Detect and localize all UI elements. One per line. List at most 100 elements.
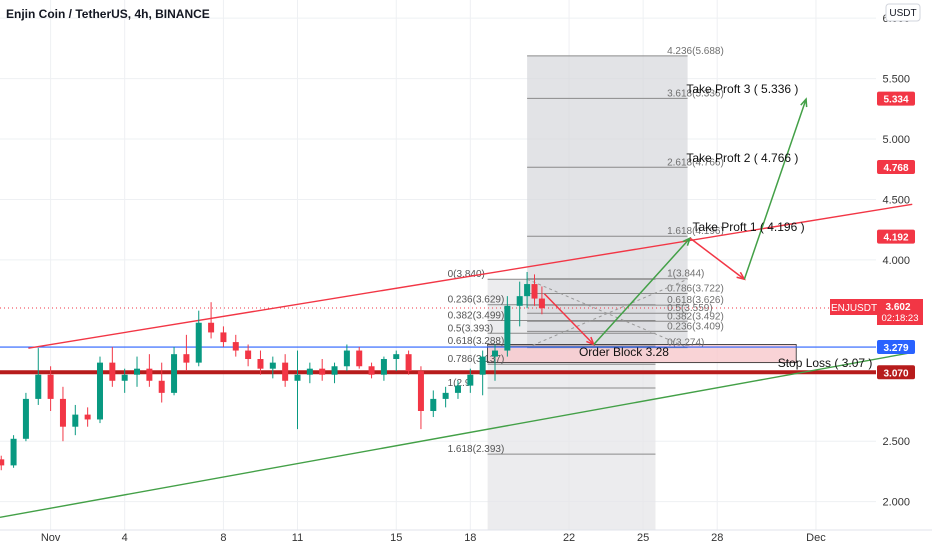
candle-body: [59, 398, 66, 427]
projection-segment[interactable]: [743, 98, 807, 280]
fib-upper-label: 2.618(4.766): [667, 157, 724, 168]
candle-body: [368, 366, 375, 375]
price-badge-label: 3.070: [883, 368, 908, 379]
price-badge: [877, 340, 915, 355]
candle-body: [257, 359, 264, 369]
candle-body: [183, 354, 190, 363]
candle-body: [232, 342, 239, 351]
fib-diagonal: [526, 278, 688, 349]
candle-body: [282, 362, 289, 381]
chart-annotation[interactable]: Take Proft 2 ( 4.766 ): [686, 151, 798, 165]
price-badge-label: 5.334: [883, 95, 908, 106]
order-block: [487, 344, 797, 364]
fib-lower-label: 1.618(2.393): [448, 444, 505, 455]
candle-body: [72, 414, 79, 427]
bar-countdown: 02:18:23: [882, 313, 919, 324]
chart-annotation[interactable]: Take Proft 3 ( 5.336 ): [686, 82, 798, 96]
x-tick-label: 18: [464, 532, 476, 544]
fib-lower-label: 0.236(3.629): [448, 295, 505, 306]
x-tick-label: 8: [220, 532, 226, 544]
trend-line[interactable]: [0, 352, 910, 519]
fib-upper-label: 0.382(3.492): [667, 311, 724, 322]
trend-lines: [0, 203, 913, 519]
fib-retracements: 4.236(5.688) 3.618(5.336) 2.618(4.766) 1.61…: [448, 46, 724, 455]
fib-diagonal: [526, 278, 688, 349]
y-tick-label: 4.500: [882, 194, 910, 206]
candle-body: [380, 359, 387, 375]
y-tick-label: 5.500: [882, 74, 910, 86]
candle-body: [10, 438, 17, 466]
candle-body: [195, 322, 202, 363]
price-badge-label: 4.768: [883, 163, 908, 174]
candle-body: [35, 374, 42, 399]
x-tick-label: Nov: [41, 532, 61, 544]
candle-body: [84, 414, 91, 420]
candle-body: [306, 368, 313, 375]
fib-zone-upper: [527, 55, 688, 348]
currency-button[interactable]: USDT: [885, 3, 921, 22]
x-tick-label: 4: [122, 532, 128, 544]
candle-body: [531, 284, 538, 299]
fib-lower-label: 0.786(3.137): [448, 354, 505, 365]
candle-body: [538, 298, 545, 309]
projection-arrowhead: [800, 97, 808, 108]
fib-lower-label: 1(2.9: [448, 378, 471, 389]
projection-segment[interactable]: [543, 293, 595, 346]
fib-lower-label: 0.382(3.499): [448, 310, 505, 321]
candle-body: [467, 374, 474, 386]
candle-body: [417, 371, 424, 411]
fib-upper-label: 1.618(4.196): [667, 226, 724, 237]
price-badge: [877, 365, 915, 380]
chart-annotation[interactable]: Stop Loss ( 3.07 ): [778, 356, 873, 370]
price-badge-label: 4.192: [883, 233, 908, 244]
candle-body: [516, 296, 523, 306]
candle-body: [294, 374, 301, 381]
candle-body: [356, 350, 363, 367]
x-tick-label: 28: [711, 532, 723, 544]
candlesticks: [0, 271, 545, 471]
order-block-zone: [487, 344, 797, 364]
fib-upper-label: 0.236(3.409): [667, 321, 724, 332]
candle-body: [208, 322, 215, 333]
candle-body: [0, 459, 5, 466]
y-tick-label: 4.000: [882, 255, 910, 267]
candle-body: [442, 392, 449, 399]
candle-body: [22, 398, 29, 439]
candle-body: [220, 332, 227, 343]
axes: Nov48111518222528Dec6.0005.5005.0004.500…: [0, 13, 932, 550]
fib-upper-label: 0.618(3.626): [667, 295, 724, 306]
x-tick-label: Dec: [806, 532, 826, 544]
chart-annotation[interactable]: Take Proft 1 ( 4.196 ): [693, 220, 805, 234]
candle-body: [454, 385, 461, 393]
fib-upper-label: 4.236(5.688): [667, 46, 724, 57]
symbol-badge-label: ENJUSDT: [831, 303, 877, 314]
fib-upper-label: 0.5(3.559): [667, 303, 713, 314]
projection-segment[interactable]: [593, 237, 691, 346]
price-badges: 5.334 4.768 4.192 3.279 3.070 ENJUSDT 3.60202:…: [830, 91, 923, 380]
symbol-badge: [830, 299, 878, 315]
x-tick-label: 25: [637, 532, 649, 544]
x-tick-label: 11: [292, 532, 303, 544]
chart-annotation[interactable]: Order Block 3.28: [579, 345, 669, 359]
price-badge: [877, 229, 915, 244]
candle-body: [109, 362, 116, 381]
projection-segment[interactable]: [689, 237, 745, 280]
candle-body: [171, 354, 178, 393]
y-tick-label: 5.000: [882, 134, 910, 146]
candle-body: [479, 356, 486, 375]
candle-body: [524, 284, 531, 297]
candle-body: [121, 374, 128, 381]
fib-lower-label: 0.5(3.393): [448, 323, 494, 334]
price-badge: [877, 91, 915, 106]
candle-body: [158, 380, 165, 393]
trend-line[interactable]: [28, 203, 913, 349]
candle-body: [319, 368, 326, 375]
x-tick-label: 15: [390, 532, 402, 544]
fib-upper-label: 0(3.274): [667, 338, 704, 349]
candle-body: [245, 350, 252, 360]
fib-upper-label: 3.618(5.336): [667, 88, 724, 99]
fib-lower-label: 0.618(3.288): [448, 336, 505, 347]
candle-body: [96, 362, 103, 420]
